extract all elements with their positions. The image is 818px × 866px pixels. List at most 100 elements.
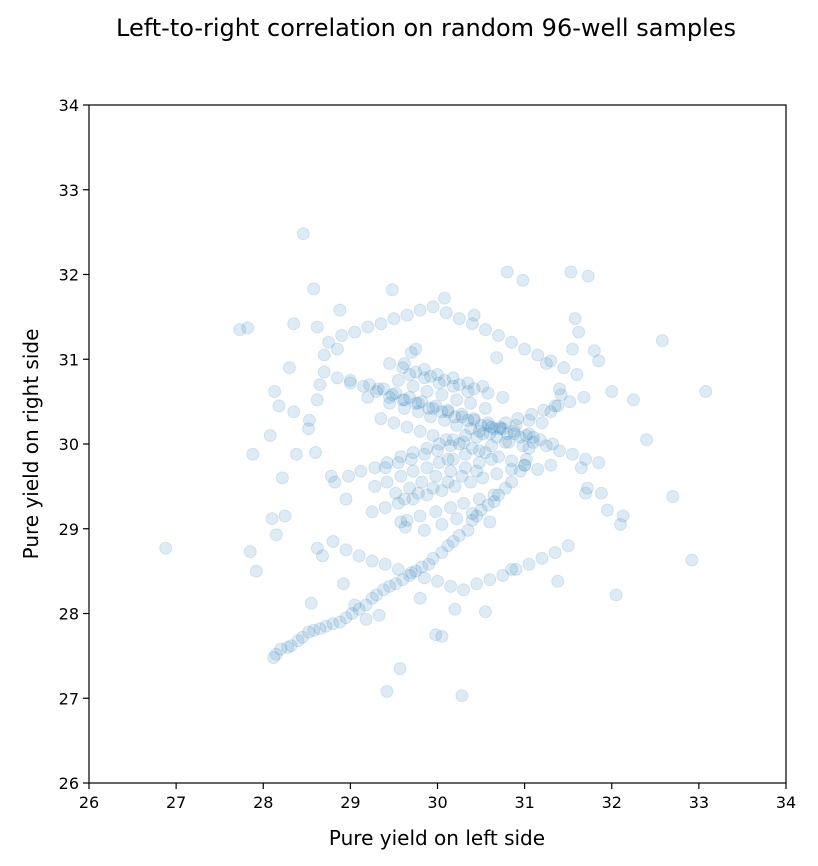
x-tick-label: 33 xyxy=(689,793,709,812)
data-point xyxy=(592,354,606,368)
data-point xyxy=(614,518,627,531)
data-point xyxy=(487,495,501,509)
data-point xyxy=(378,557,392,571)
data-point xyxy=(478,605,492,619)
data-point xyxy=(579,452,593,466)
data-point xyxy=(594,486,608,500)
data-point xyxy=(444,439,458,453)
data-point xyxy=(378,501,392,515)
data-point xyxy=(249,564,263,578)
data-point xyxy=(535,416,549,430)
data-point xyxy=(359,598,373,612)
data-point xyxy=(397,492,411,506)
data-point xyxy=(531,348,545,362)
data-point xyxy=(487,422,501,436)
data-point xyxy=(403,481,417,495)
data-point xyxy=(246,447,260,461)
data-point xyxy=(483,573,497,587)
data-point xyxy=(319,619,333,633)
data-point xyxy=(467,308,481,322)
data-point xyxy=(478,323,492,337)
data-point xyxy=(464,396,478,410)
data-point xyxy=(432,376,446,390)
data-point xyxy=(272,399,286,413)
data-point xyxy=(485,439,498,453)
data-point xyxy=(452,529,466,542)
data-point xyxy=(348,325,362,339)
data-point xyxy=(269,528,283,542)
data-point xyxy=(616,509,630,523)
y-tick-label: 26 xyxy=(59,774,79,793)
data-point xyxy=(435,629,449,643)
data-point xyxy=(522,427,536,441)
data-point xyxy=(465,441,479,455)
data-point xyxy=(467,413,481,427)
data-point xyxy=(467,412,481,426)
data-point xyxy=(441,405,455,419)
data-point xyxy=(600,503,614,517)
data-point xyxy=(522,413,536,427)
data-point xyxy=(472,444,486,458)
data-point xyxy=(326,617,340,631)
data-point xyxy=(409,365,423,379)
data-point xyxy=(448,479,462,493)
data-point xyxy=(640,433,654,447)
y-tick-label: 33 xyxy=(59,181,79,200)
data-point xyxy=(404,566,418,580)
data-point xyxy=(592,456,606,470)
data-point xyxy=(470,509,484,523)
data-point xyxy=(365,554,379,568)
data-point xyxy=(509,562,523,576)
data-point xyxy=(307,282,321,296)
data-point xyxy=(465,513,479,527)
data-point xyxy=(406,446,420,459)
data-point xyxy=(385,283,399,297)
data-point xyxy=(452,312,466,326)
data-point xyxy=(371,382,385,396)
data-point xyxy=(478,401,492,415)
data-point xyxy=(361,390,375,404)
data-point xyxy=(450,512,464,526)
data-point xyxy=(452,378,466,392)
data-point xyxy=(361,320,375,334)
data-point xyxy=(394,450,408,464)
data-point xyxy=(563,395,577,409)
data-point xyxy=(356,379,370,393)
data-point xyxy=(481,418,495,432)
data-point xyxy=(398,520,412,534)
data-point xyxy=(383,390,397,404)
data-point xyxy=(448,410,462,424)
data-point xyxy=(383,396,397,410)
data-point xyxy=(426,551,440,565)
data-point xyxy=(490,467,504,481)
data-point xyxy=(396,393,410,407)
data-point xyxy=(426,481,440,495)
data-point xyxy=(275,471,289,485)
data-point xyxy=(372,608,386,622)
data-point xyxy=(553,382,566,396)
data-point xyxy=(326,535,340,548)
data-point xyxy=(533,433,547,447)
data-point xyxy=(581,269,595,283)
data-point xyxy=(444,464,458,478)
data-point xyxy=(274,642,288,656)
data-point xyxy=(417,362,431,376)
data-point xyxy=(457,435,471,449)
x-axis-label: Pure yield on left side xyxy=(329,826,545,850)
data-point xyxy=(627,393,640,407)
data-point xyxy=(233,323,247,337)
data-point xyxy=(461,376,475,390)
data-point xyxy=(406,464,420,478)
data-point xyxy=(566,447,579,461)
data-point xyxy=(313,622,327,636)
data-point xyxy=(446,452,460,466)
data-point xyxy=(417,447,431,461)
data-point xyxy=(387,416,401,430)
plot-frame xyxy=(88,104,787,784)
data-point xyxy=(389,486,403,500)
data-point xyxy=(476,427,490,441)
data-point xyxy=(566,342,579,356)
data-point xyxy=(548,546,562,559)
